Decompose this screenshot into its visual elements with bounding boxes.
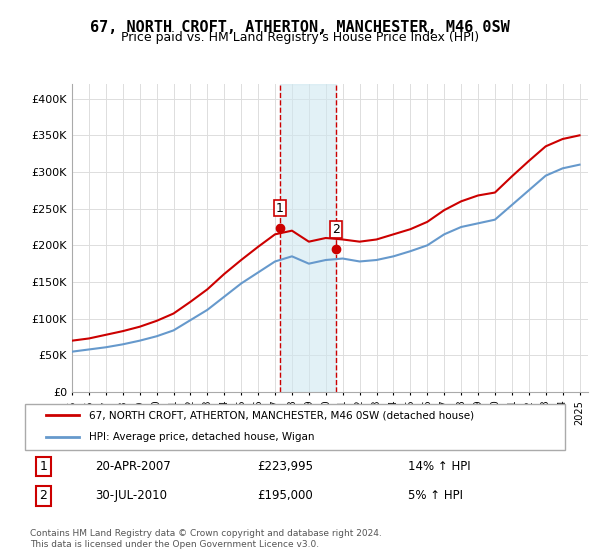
Text: 1: 1 xyxy=(276,202,284,214)
Text: £195,000: £195,000 xyxy=(257,489,313,502)
Text: Price paid vs. HM Land Registry's House Price Index (HPI): Price paid vs. HM Land Registry's House … xyxy=(121,31,479,44)
FancyBboxPatch shape xyxy=(25,404,565,450)
Text: HPI: Average price, detached house, Wigan: HPI: Average price, detached house, Wiga… xyxy=(89,432,315,442)
Text: 30-JUL-2010: 30-JUL-2010 xyxy=(95,489,167,502)
Text: 1: 1 xyxy=(40,460,47,473)
Text: £223,995: £223,995 xyxy=(257,460,313,473)
Text: 2: 2 xyxy=(332,223,340,236)
Text: 14% ↑ HPI: 14% ↑ HPI xyxy=(408,460,470,473)
Text: 5% ↑ HPI: 5% ↑ HPI xyxy=(408,489,463,502)
Text: 67, NORTH CROFT, ATHERTON, MANCHESTER, M46 0SW (detached house): 67, NORTH CROFT, ATHERTON, MANCHESTER, M… xyxy=(89,410,475,420)
Text: Contains HM Land Registry data © Crown copyright and database right 2024.
This d: Contains HM Land Registry data © Crown c… xyxy=(30,529,382,549)
Bar xyxy=(280,84,336,392)
Text: 20-APR-2007: 20-APR-2007 xyxy=(95,460,170,473)
Text: 67, NORTH CROFT, ATHERTON, MANCHESTER, M46 0SW: 67, NORTH CROFT, ATHERTON, MANCHESTER, M… xyxy=(90,20,510,35)
Text: 2: 2 xyxy=(40,489,47,502)
